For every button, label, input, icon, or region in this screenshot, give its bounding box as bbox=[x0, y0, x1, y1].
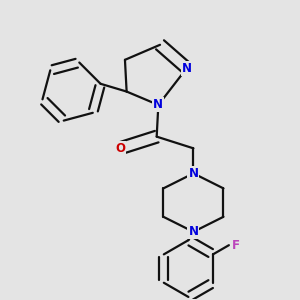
Text: N: N bbox=[188, 225, 198, 238]
Text: N: N bbox=[153, 98, 163, 111]
Text: O: O bbox=[115, 142, 125, 155]
Text: N: N bbox=[182, 62, 192, 75]
Text: N: N bbox=[188, 167, 198, 180]
Text: F: F bbox=[232, 239, 240, 252]
